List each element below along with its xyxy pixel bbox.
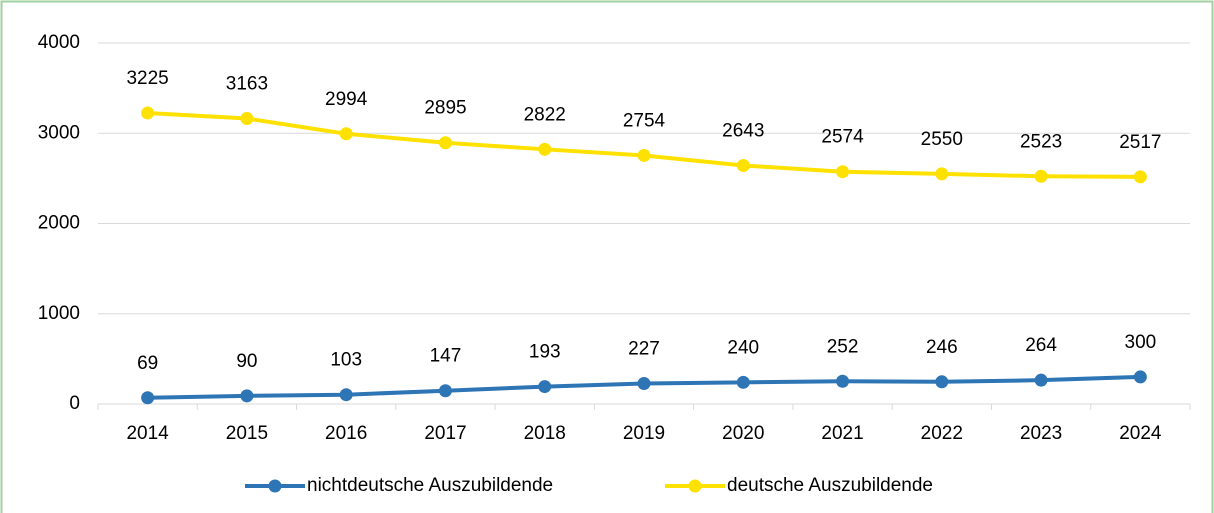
point bbox=[935, 375, 949, 389]
point bbox=[438, 136, 452, 150]
point bbox=[538, 142, 552, 156]
x-tick-label: 2024 bbox=[1119, 423, 1162, 444]
x-tick-label: 2018 bbox=[524, 423, 566, 444]
point bbox=[141, 106, 155, 120]
data-label: 240 bbox=[727, 337, 759, 358]
point bbox=[538, 380, 552, 394]
point bbox=[240, 112, 254, 126]
x-tick-label: 2016 bbox=[325, 423, 367, 444]
y-tick-label: 3000 bbox=[38, 122, 80, 143]
point bbox=[438, 384, 452, 398]
point bbox=[637, 377, 651, 391]
y-tick-label: 0 bbox=[69, 393, 80, 414]
x-tick-label: 2019 bbox=[623, 423, 665, 444]
point bbox=[141, 391, 155, 405]
y-tick-label: 1000 bbox=[38, 303, 80, 324]
data-label: 3163 bbox=[226, 74, 268, 95]
point bbox=[836, 374, 850, 388]
data-label: 3225 bbox=[126, 68, 168, 89]
point bbox=[1034, 373, 1048, 387]
legend-label: nichtdeutsche Auszubildende bbox=[307, 475, 553, 496]
data-label: 2994 bbox=[325, 89, 368, 110]
y-tick-label: 4000 bbox=[38, 32, 80, 53]
data-label: 227 bbox=[628, 339, 660, 360]
data-label: 2643 bbox=[722, 120, 764, 141]
data-label: 103 bbox=[330, 350, 362, 371]
point bbox=[1034, 169, 1048, 183]
data-label: 193 bbox=[529, 342, 561, 363]
x-tick-label: 2015 bbox=[226, 423, 268, 444]
data-label: 246 bbox=[926, 337, 958, 358]
data-label: 2822 bbox=[524, 104, 566, 125]
legend-label: deutsche Auszubildende bbox=[727, 475, 933, 496]
data-label: 69 bbox=[137, 353, 158, 374]
data-label: 2754 bbox=[623, 110, 666, 131]
legend-marker bbox=[268, 479, 282, 493]
point bbox=[339, 127, 353, 141]
data-label: 147 bbox=[430, 346, 462, 367]
data-label: 2523 bbox=[1020, 131, 1062, 152]
legend-marker bbox=[688, 479, 702, 493]
point bbox=[736, 158, 750, 172]
x-tick-label: 2017 bbox=[424, 423, 466, 444]
y-tick-label: 2000 bbox=[38, 213, 80, 234]
point bbox=[736, 375, 750, 389]
point bbox=[935, 167, 949, 181]
data-label: 2895 bbox=[424, 98, 466, 119]
data-label: 2574 bbox=[821, 127, 864, 148]
x-tick-label: 2021 bbox=[821, 423, 863, 444]
x-tick-label: 2020 bbox=[722, 423, 764, 444]
data-label: 2550 bbox=[921, 129, 963, 150]
point bbox=[339, 388, 353, 402]
point bbox=[1133, 170, 1147, 184]
data-label: 2517 bbox=[1119, 132, 1161, 153]
point bbox=[240, 389, 254, 403]
data-label: 264 bbox=[1025, 335, 1057, 356]
point bbox=[1133, 370, 1147, 384]
data-label: 252 bbox=[827, 336, 859, 357]
data-label: 300 bbox=[1125, 332, 1157, 353]
x-tick-label: 2022 bbox=[921, 423, 963, 444]
data-label: 90 bbox=[236, 351, 257, 372]
point bbox=[637, 148, 651, 162]
x-tick-label: 2014 bbox=[126, 423, 169, 444]
x-tick-label: 2023 bbox=[1020, 423, 1062, 444]
point bbox=[836, 165, 850, 179]
